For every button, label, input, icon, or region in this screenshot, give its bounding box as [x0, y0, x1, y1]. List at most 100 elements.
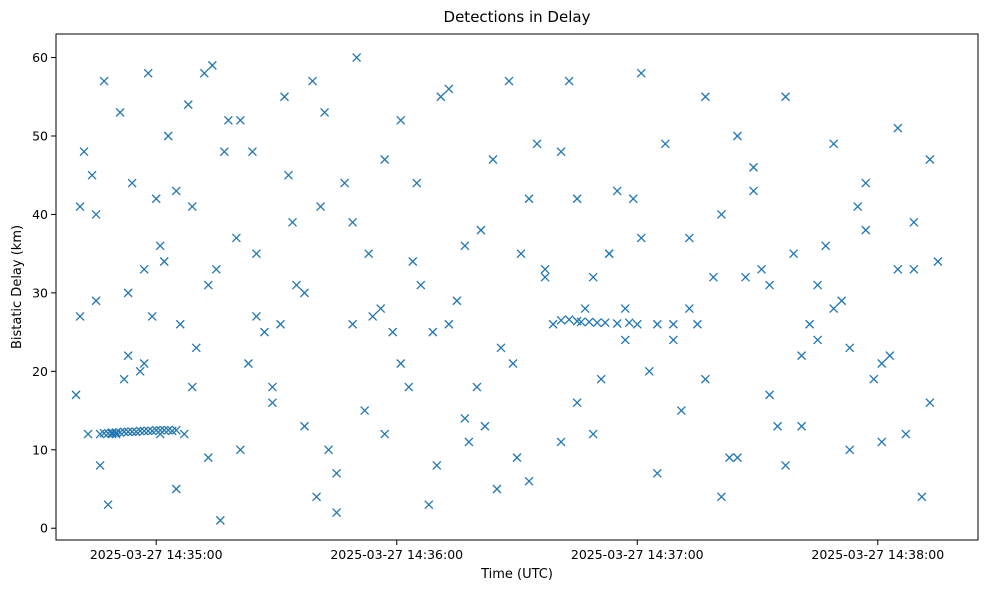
data-point-x-marker: [861, 178, 871, 188]
data-point-x-marker: [749, 162, 758, 172]
data-point-x-marker: [203, 280, 213, 290]
data-point-x-marker: [636, 68, 646, 78]
data-point-x-marker: [781, 461, 791, 470]
data-point-x-marker: [215, 515, 225, 525]
data-point-x-marker: [797, 421, 807, 431]
data-point-x-marker: [320, 107, 330, 117]
data-point-x-marker: [733, 131, 742, 141]
data-point-x-marker: [885, 351, 895, 361]
data-point-x-marker: [540, 272, 550, 282]
data-point-x-marker: [143, 426, 153, 436]
data-point-x-marker: [644, 366, 654, 376]
data-point-x-marker: [596, 374, 606, 384]
data-point-x-marker: [292, 280, 301, 290]
data-point-x-marker: [813, 280, 823, 290]
data-point-x-marker: [151, 194, 161, 204]
data-point-x-marker: [548, 319, 558, 329]
data-point-x-marker: [660, 139, 670, 149]
data-point-x-marker: [476, 225, 486, 235]
data-point-x-marker: [460, 241, 470, 251]
data-point-x-marker: [837, 296, 847, 306]
data-point-x-marker: [893, 123, 903, 133]
data-point-x-marker: [877, 359, 887, 368]
data-point-x-marker: [155, 425, 165, 435]
data-point-x-marker: [668, 319, 678, 329]
data-point-x-marker: [620, 335, 630, 345]
data-point-x-marker: [83, 429, 93, 439]
data-point-x-marker: [91, 296, 101, 306]
data-point-x-marker: [280, 92, 289, 102]
data-point-x-marker: [692, 319, 702, 329]
data-point-x-marker: [821, 241, 831, 251]
data-point-x-marker: [123, 427, 133, 437]
data-point-x-marker: [71, 390, 81, 400]
data-point-x-marker: [700, 92, 710, 102]
data-point-x-marker: [636, 233, 646, 243]
data-point-x-marker: [171, 484, 181, 494]
data-point-x-marker: [716, 209, 726, 219]
data-point-x-marker: [765, 390, 775, 400]
y-tick-label: 50: [32, 128, 48, 143]
data-point-x-marker: [175, 319, 185, 329]
data-point-x-marker: [632, 319, 642, 329]
data-point-x-marker: [496, 343, 506, 353]
data-point-x-marker: [143, 68, 153, 78]
data-point-x-marker: [99, 76, 109, 86]
data-point-x-marker: [684, 304, 694, 314]
data-point-x-marker: [668, 335, 678, 345]
data-point-x-marker: [332, 468, 342, 478]
data-point-x-marker: [139, 426, 149, 436]
data-point-x-marker: [111, 428, 121, 437]
data-point-x-marker: [620, 304, 630, 314]
data-point-x-marker: [388, 327, 398, 337]
y-axis-label: Bistatic Delay (km): [10, 225, 25, 349]
data-point-x-marker: [909, 217, 919, 227]
data-point-x-marker: [584, 317, 594, 327]
data-point-x-marker: [211, 264, 221, 274]
data-point-x-marker: [765, 280, 775, 290]
y-tick-label: 60: [32, 50, 48, 65]
data-point-x-marker: [268, 398, 277, 408]
data-points: [71, 53, 943, 525]
data-point-x-marker: [332, 508, 342, 518]
data-point-x-marker: [733, 453, 742, 463]
data-point-x-marker: [652, 468, 662, 478]
data-point-x-marker: [773, 421, 783, 431]
data-point-x-marker: [115, 107, 125, 117]
data-point-x-marker: [556, 147, 566, 157]
data-point-x-marker: [179, 429, 189, 439]
data-point-x-marker: [716, 492, 726, 502]
data-point-x-marker: [781, 92, 791, 102]
data-point-x-marker: [829, 304, 839, 314]
data-point-x-marker: [452, 296, 462, 306]
data-point-x-marker: [472, 382, 482, 392]
data-point-x-marker: [412, 178, 422, 188]
data-point-x-marker: [376, 304, 386, 314]
data-point-x-marker: [488, 155, 498, 164]
data-point-x-marker: [424, 500, 434, 510]
data-point-x-marker: [276, 319, 285, 329]
data-point-x-marker: [183, 100, 193, 110]
data-point-x-marker: [300, 288, 309, 298]
data-point-x-marker: [235, 115, 245, 125]
data-point-x-marker: [829, 139, 839, 149]
data-point-x-marker: [725, 453, 734, 463]
data-point-x-marker: [813, 335, 823, 345]
data-point-x-marker: [480, 421, 490, 431]
data-point-x-marker: [127, 178, 137, 188]
data-point-x-marker: [917, 492, 927, 502]
plot-area: [55, 33, 979, 541]
data-point-x-marker: [159, 257, 169, 266]
data-point-x-marker: [572, 194, 582, 204]
data-point-x-marker: [556, 437, 566, 447]
y-tick-label: 30: [32, 285, 48, 300]
data-point-x-marker: [416, 280, 426, 290]
data-point-x-marker: [231, 233, 241, 243]
data-point-x-marker: [247, 147, 257, 157]
data-point-x-marker: [464, 437, 474, 447]
data-point-x-marker: [532, 139, 542, 149]
data-point-x-marker: [380, 429, 390, 439]
data-point-x-marker: [556, 315, 566, 325]
data-point-x-marker: [588, 429, 598, 439]
